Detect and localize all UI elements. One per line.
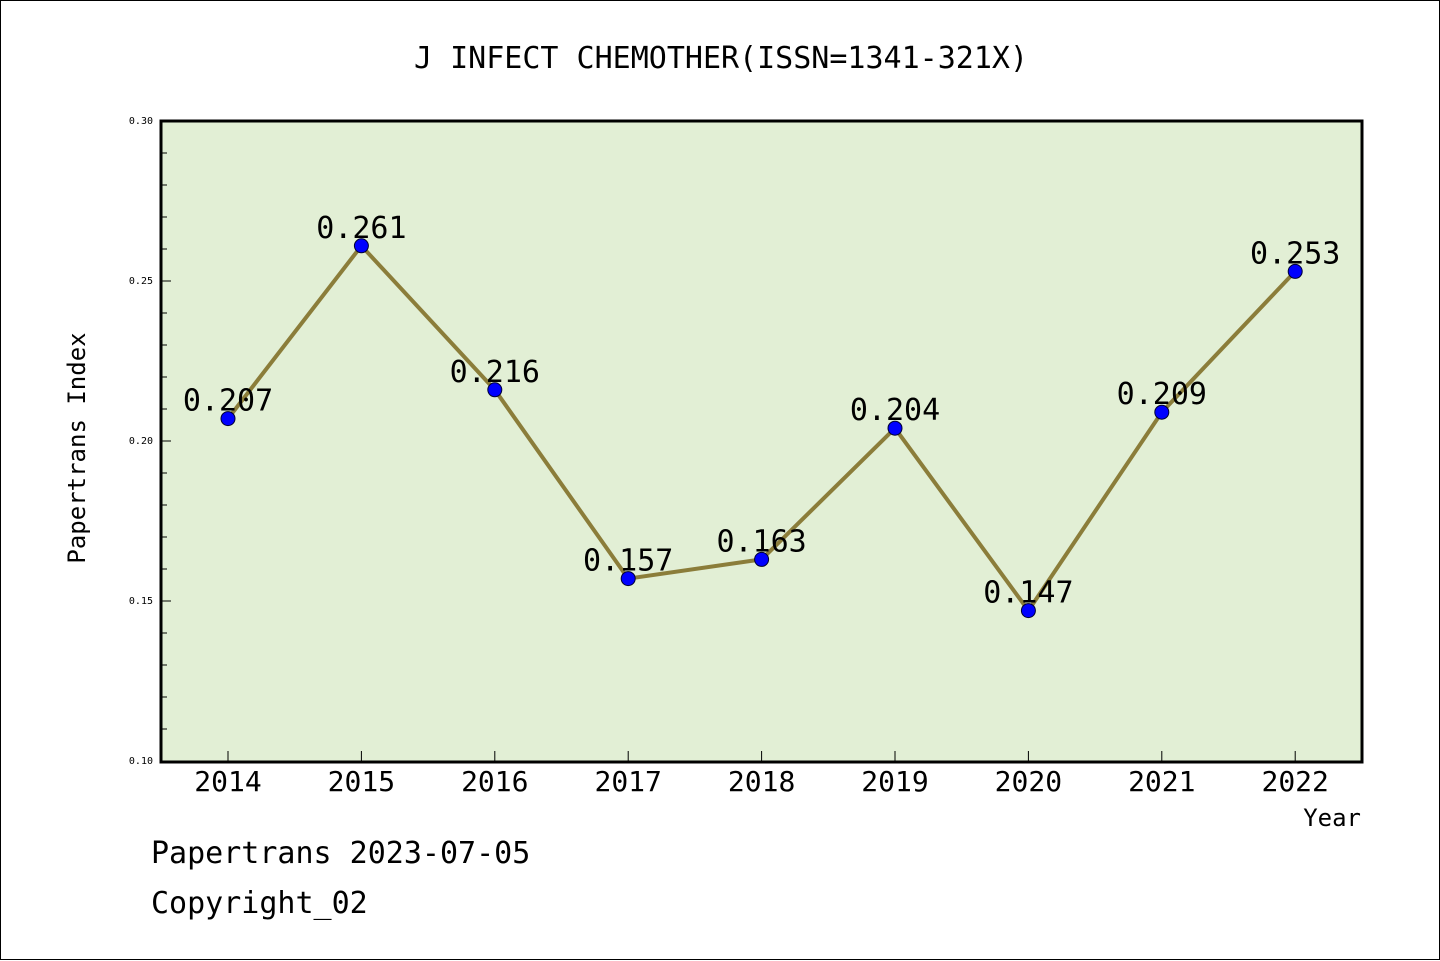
x-tick-label: 2016: [461, 765, 528, 798]
y-tick-label: 0.20: [129, 436, 153, 447]
x-axis-ticks: 2014 2015 2016 2017 2018 2019 2020 2021 2022: [194, 751, 1329, 798]
data-label-2014: 0.207: [183, 384, 273, 419]
data-point-2015: [353, 238, 369, 254]
x-tick-label: 2015: [328, 765, 395, 798]
data-label-2015: 0.261: [316, 211, 406, 246]
data-label-2022: 0.253: [1250, 236, 1340, 271]
x-axis-label: Year: [1303, 804, 1361, 832]
y-axis-label: Papertrans Index: [63, 332, 91, 563]
x-tick-label: 2022: [1261, 765, 1328, 798]
y-tick-label: 0.15: [129, 596, 153, 607]
y-tick-label: 0.25: [129, 276, 153, 287]
data-point-2021: [1154, 404, 1170, 420]
data-point-2018: [754, 551, 770, 567]
y-tick-label: 0.10: [129, 756, 153, 767]
x-tick-label: 2020: [995, 765, 1062, 798]
footer-copyright: Copyright_02: [151, 886, 368, 921]
x-tick-label: 2019: [861, 765, 928, 798]
data-point-2020: [1020, 603, 1036, 619]
x-tick-label: 2017: [594, 765, 661, 798]
data-label-2019: 0.204: [850, 393, 940, 428]
data-label-2018: 0.163: [716, 524, 806, 559]
x-tick-label: 2014: [194, 765, 261, 798]
data-point-2022: [1287, 263, 1303, 279]
x-tick-label: 2021: [1128, 765, 1195, 798]
data-label-2020: 0.147: [983, 576, 1073, 611]
chart-title: J INFECT CHEMOTHER(ISSN=1341-321X): [414, 41, 1028, 76]
data-markers: [220, 238, 1303, 619]
data-point-2017: [620, 571, 636, 587]
data-label-2021: 0.209: [1117, 377, 1207, 412]
data-label-2016: 0.216: [450, 355, 540, 390]
data-labels: 0.207 0.261 0.216 0.157 0.163 0.204 0.147 0.209…: [183, 211, 1341, 611]
data-point-2019: [887, 420, 903, 436]
y-tick-label: 0.30: [129, 116, 153, 127]
x-tick-label: 2018: [728, 765, 795, 798]
plot-area: [159, 119, 1364, 764]
data-label-2017: 0.157: [583, 544, 673, 579]
footer-date-stamp: Papertrans 2023-07-05: [151, 836, 531, 871]
y-axis-ticks: 0.10 0.15 0.20 0.25 0.30: [129, 116, 171, 767]
data-point-2016: [487, 382, 503, 398]
data-point-2014: [220, 411, 236, 427]
